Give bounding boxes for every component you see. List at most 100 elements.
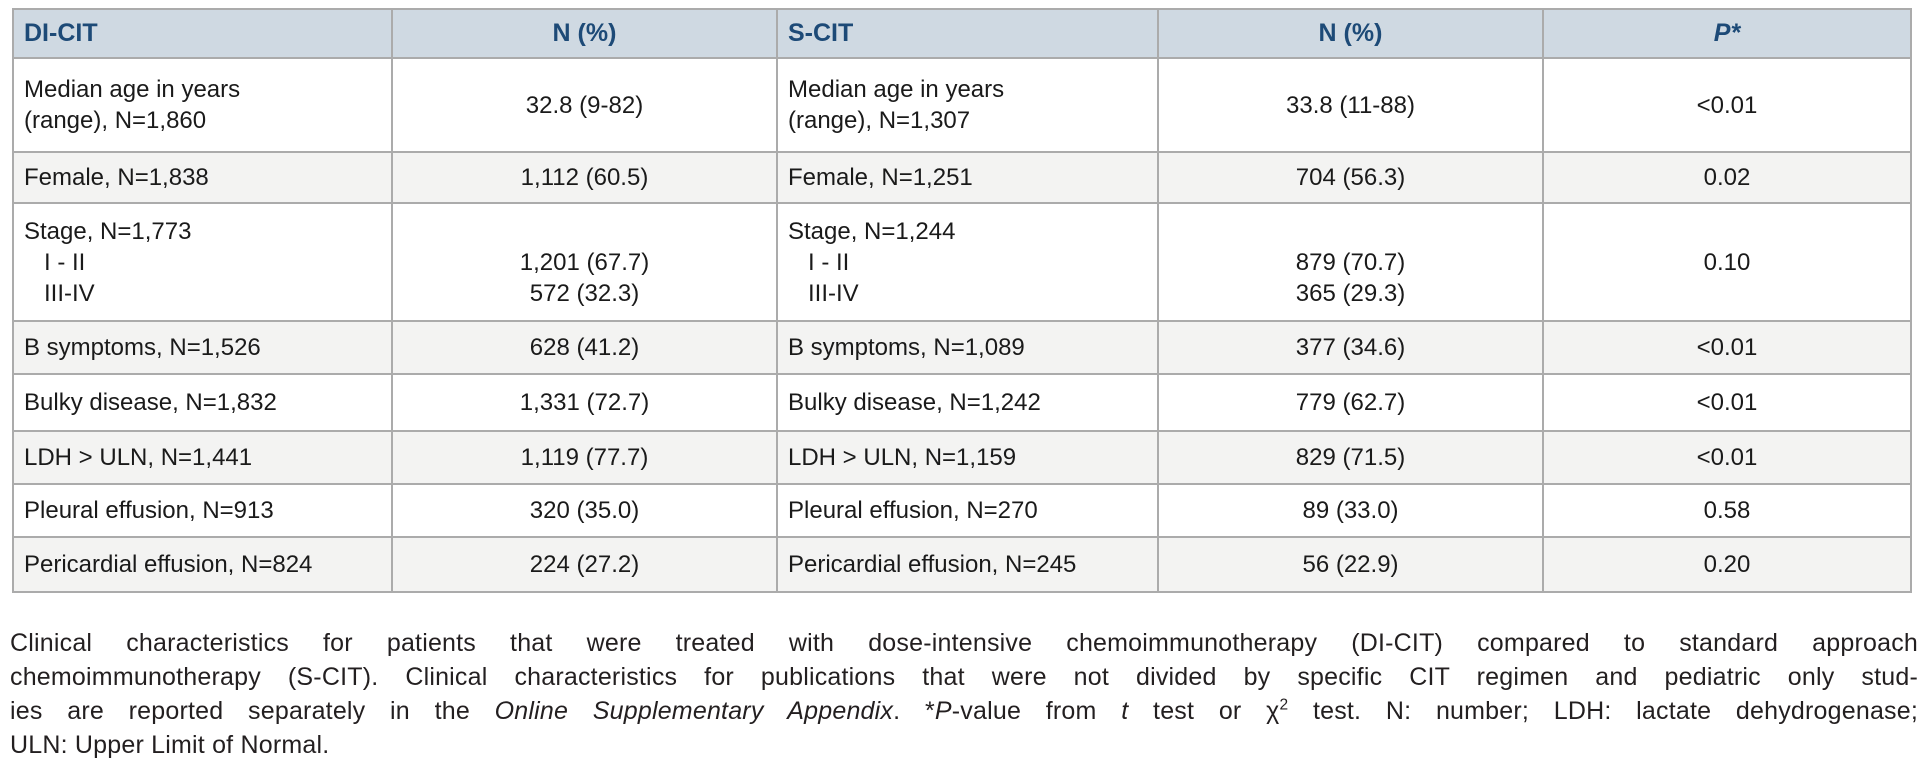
cell-line: Stage, N=1,244 xyxy=(788,217,956,245)
cell-s_label: Pleural effusion, N=270 xyxy=(776,483,1159,538)
cell-line xyxy=(393,216,776,247)
caption-segment: test. N: number; LDH: lactate dehydrogen… xyxy=(1288,697,1919,725)
caption-line: chemoimmunotherapy (S-CIT). Clinical cha… xyxy=(10,660,1918,694)
cell-s_value: 879 (70.7) 365 (29.3) xyxy=(1157,202,1544,322)
clinical-characteristics-table: DI-CIT N (%) S-CIT N (%) P* Median age in ye… xyxy=(12,8,1912,593)
cell-line: I - II xyxy=(24,248,86,276)
cell-line: 1,119 (77.7) xyxy=(520,444,649,471)
cell-s_label: Median age in years (range), N=1,307 xyxy=(776,57,1159,153)
cell-di_value: 1,112 (60.5) xyxy=(391,151,778,204)
cell-line: Pericardial effusion, N=245 xyxy=(788,551,1077,578)
caption-segment: 2 xyxy=(1279,696,1289,714)
table-row: LDH > ULN, N=1,441 1,119 (77.7) LDH > ULN,… xyxy=(12,430,1912,485)
cell-p: <0.01 xyxy=(1542,320,1912,375)
cell-line: 377 (34.6) xyxy=(1295,334,1406,361)
table-row: Pleural effusion, N=913 320 (35.0) Pleural… xyxy=(12,483,1912,538)
cell-di_label: Pericardial effusion, N=824 xyxy=(12,536,393,593)
caption-segment: Clinical characteristics for patients th… xyxy=(10,629,1918,657)
cell-line: 779 (62.7) xyxy=(1295,389,1406,416)
table-row: B symptoms, N=1,526 628 (41.2) B symptoms,… xyxy=(12,320,1912,375)
caption-line: ULN: Upper Limit of Normal. xyxy=(10,728,1918,762)
column-header-di_label: DI-CIT xyxy=(12,8,393,59)
table-caption: Clinical characteristics for patients th… xyxy=(10,626,1918,762)
cell-s_value: 33.8 (11-88) xyxy=(1157,57,1544,153)
cell-line: B symptoms, N=1,526 xyxy=(24,334,261,361)
cell-line: III-IV xyxy=(788,279,859,307)
cell-line: (range), N=1,307 xyxy=(788,107,971,134)
cell-line: <0.01 xyxy=(1696,334,1758,361)
caption-segment: t xyxy=(1121,697,1129,725)
cell-p: 0.20 xyxy=(1542,536,1912,593)
cell-di_label: Median age in years (range), N=1,860 xyxy=(12,57,393,153)
cell-line: Bulky disease, N=1,242 xyxy=(788,389,1041,416)
column-header-p: P* xyxy=(1542,8,1912,59)
cell-s_label: Bulky disease, N=1,242 xyxy=(776,373,1159,432)
caption-segment: test or χ xyxy=(1128,697,1280,725)
caption-line: Clinical characteristics for patients th… xyxy=(10,626,1918,660)
table-header-row: DI-CIT N (%) S-CIT N (%) P* xyxy=(12,8,1912,59)
cell-line: (range), N=1,860 xyxy=(24,107,207,134)
cell-di_value: 1,119 (77.7) xyxy=(391,430,778,485)
cell-line xyxy=(1159,216,1542,247)
cell-line: 33.8 (11-88) xyxy=(1286,91,1415,119)
cell-line: 0.20 xyxy=(1703,551,1751,578)
cell-di_value: 1,331 (72.7) xyxy=(391,373,778,432)
cell-di_label: LDH > ULN, N=1,441 xyxy=(12,430,393,485)
cell-s_value: 377 (34.6) xyxy=(1157,320,1544,375)
cell-p: <0.01 xyxy=(1542,373,1912,432)
cell-line: Pleural effusion, N=270 xyxy=(788,497,1038,524)
caption-segment: P xyxy=(934,697,952,725)
cell-line: 0.58 xyxy=(1703,497,1751,524)
cell-line: Pleural effusion, N=913 xyxy=(24,497,274,524)
cell-line: <0.01 xyxy=(1696,91,1758,119)
table-row: Female, N=1,838 1,112 (60.5) Female, N=1,2… xyxy=(12,151,1912,204)
table-row: Stage, N=1,773 I - II III-IV 1,201 (67.7… xyxy=(12,202,1912,322)
cell-line: 704 (56.3) xyxy=(1295,164,1406,191)
cell-line: Pericardial effusion, N=824 xyxy=(24,551,313,578)
table-row: Bulky disease, N=1,832 1,331 (72.7) Bulky … xyxy=(12,373,1912,432)
cell-s_label: Stage, N=1,244 I - II III-IV xyxy=(776,202,1159,322)
cell-di_label: Stage, N=1,773 I - II III-IV xyxy=(12,202,393,322)
cell-s_value: 704 (56.3) xyxy=(1157,151,1544,204)
caption-segment: Online Supplementary Appendix xyxy=(494,697,894,725)
cell-di_label: Female, N=1,838 xyxy=(12,151,393,204)
cell-s_label: B symptoms, N=1,089 xyxy=(776,320,1159,375)
cell-s_value: 779 (62.7) xyxy=(1157,373,1544,432)
column-header-s_value: N (%) xyxy=(1157,8,1544,59)
cell-line: <0.01 xyxy=(1696,389,1758,416)
column-header-di_value: N (%) xyxy=(391,8,778,59)
cell-di_value: 224 (27.2) xyxy=(391,536,778,593)
cell-line: LDH > ULN, N=1,441 xyxy=(24,444,253,471)
cell-line: B symptoms, N=1,089 xyxy=(788,334,1025,361)
cell-line: 32.8 (9-82) xyxy=(525,91,644,119)
cell-p: <0.01 xyxy=(1542,57,1912,153)
cell-p: 0.58 xyxy=(1542,483,1912,538)
cell-s_label: Female, N=1,251 xyxy=(776,151,1159,204)
cell-p: 0.02 xyxy=(1542,151,1912,204)
cell-line: Median age in years xyxy=(788,76,1005,103)
cell-line: 56 (22.9) xyxy=(1302,551,1399,578)
caption-segment: ULN: Upper Limit of Normal. xyxy=(10,731,330,759)
cell-line: 89 (33.0) xyxy=(1302,497,1399,524)
cell-di_value: 1,201 (67.7) 572 (32.3) xyxy=(391,202,778,322)
cell-line: 628 (41.2) xyxy=(529,334,640,361)
cell-line: 572 (32.3) xyxy=(529,279,640,307)
cell-line: 0.02 xyxy=(1703,164,1751,191)
cell-line: 879 (70.7) xyxy=(1295,248,1406,276)
cell-line: 1,201 (67.7) xyxy=(519,248,650,276)
cell-line: 829 (71.5) xyxy=(1295,444,1406,471)
cell-di_label: B symptoms, N=1,526 xyxy=(12,320,393,375)
cell-s_label: LDH > ULN, N=1,159 xyxy=(776,430,1159,485)
cell-line: 1,331 (72.7) xyxy=(519,389,650,416)
cell-di_label: Pleural effusion, N=913 xyxy=(12,483,393,538)
cell-line: Female, N=1,251 xyxy=(788,164,973,191)
cell-line: 320 (35.0) xyxy=(529,497,640,524)
table-row: Median age in years (range), N=1,860 32.8 … xyxy=(12,57,1912,153)
cell-di_value: 628 (41.2) xyxy=(391,320,778,375)
caption-segment: chemoimmunotherapy (S-CIT). Clinical cha… xyxy=(10,663,1918,691)
cell-s_value: 829 (71.5) xyxy=(1157,430,1544,485)
cell-line: 0.10 xyxy=(1703,248,1751,276)
caption-segment: ies are reported separately in the xyxy=(10,697,495,725)
cell-line: Stage, N=1,773 xyxy=(24,217,192,245)
